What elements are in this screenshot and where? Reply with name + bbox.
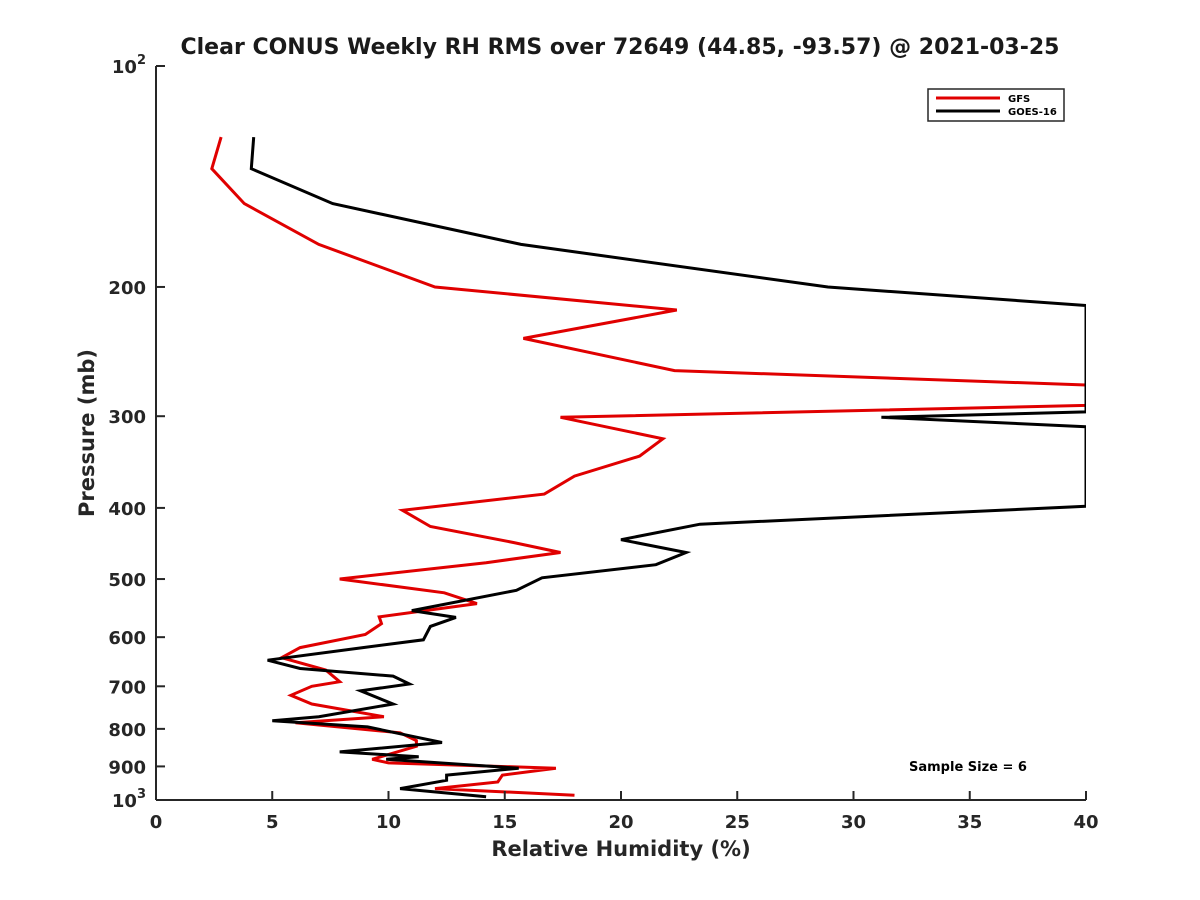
- y-tick-label: 200: [108, 278, 146, 299]
- y-tick-label: 900: [108, 757, 146, 778]
- x-tick-label: 25: [725, 812, 750, 833]
- y-tick-label: 800: [108, 720, 146, 741]
- y-axis-label: Pressure (mb): [75, 349, 99, 517]
- legend: GFS GOES-16: [927, 88, 1065, 122]
- x-tick-label: 40: [1073, 812, 1098, 833]
- x-tick-label: 20: [608, 812, 633, 833]
- chart-title: Clear CONUS Weekly RH RMS over 72649 (44…: [181, 35, 1060, 60]
- y-tick-label: 600: [108, 628, 146, 649]
- x-tick-label: 30: [841, 812, 866, 833]
- y-tick-label: 300: [108, 407, 146, 428]
- y-tick-label: 700: [108, 677, 146, 698]
- y-tick-label: 103: [112, 787, 146, 812]
- series-layer: [210, 136, 1086, 799]
- axes-layer: 0 5 10 15 20 25 30 35 40 102 200 300 400 500 600 700 800…: [108, 53, 1098, 833]
- y-tick-label: 400: [108, 499, 146, 520]
- x-tick-label: 15: [492, 812, 517, 833]
- series-line-gfs: [210, 136, 1086, 797]
- x-tick-label: 5: [266, 812, 279, 833]
- x-axis-label: Relative Humidity (%): [491, 837, 750, 861]
- sample-size-annotation: Sample Size = 6: [909, 760, 1027, 775]
- legend-box: [927, 88, 1065, 122]
- legend-entry: GFS: [1008, 94, 1030, 105]
- x-tick-label: 35: [957, 812, 982, 833]
- y-tick-label: 500: [108, 570, 146, 591]
- x-tick-label: 0: [150, 812, 163, 833]
- x-tick-label: 10: [376, 812, 401, 833]
- legend-entry: GOES-16: [1008, 107, 1057, 118]
- y-tick-label: 102: [112, 53, 146, 78]
- series-line-goes-16: [249, 136, 1086, 799]
